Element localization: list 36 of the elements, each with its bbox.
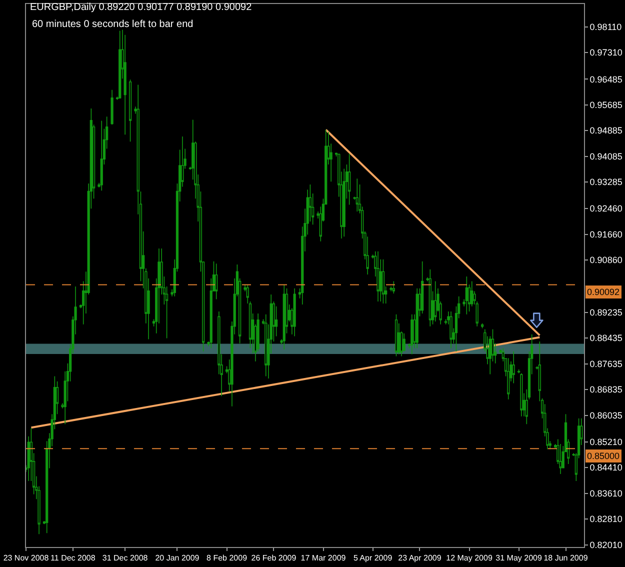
x-tick-label: 11 Dec 2008 [50, 554, 96, 563]
ref-line-label: 0.85000 [587, 451, 620, 461]
y-tick-label: 0.92460 [590, 204, 622, 214]
y-tick-label: 0.96485 [590, 74, 622, 84]
y-tick-label: 0.97310 [590, 48, 622, 58]
x-tick-label: 5 Apr 2009 [353, 554, 393, 563]
x-tick-label: 31 May 2009 [496, 554, 542, 563]
x-tick-label: 12 May 2009 [446, 554, 493, 563]
x-tick-label: 23 Apr 2009 [398, 554, 442, 563]
y-tick-label: 0.93285 [590, 177, 622, 188]
y-tick-label: 0.85210 [590, 436, 622, 447]
y-tick-label: 0.95685 [590, 100, 622, 110]
y-tick-label: 0.83610 [590, 488, 622, 498]
x-tick-label: 31 Dec 2008 [102, 554, 148, 563]
y-tick-label: 0.94085 [590, 151, 622, 162]
y-tick-label: 0.87635 [590, 358, 622, 369]
y-tick-label: 0.91660 [590, 229, 622, 240]
y-tick-label: 0.94885 [590, 126, 622, 136]
text: 60 minutes 0 seconds left to bar end [32, 19, 194, 30]
x-tick-label: 18 Jun 2009 [544, 554, 588, 563]
y-tick-label: 0.86835 [590, 384, 622, 395]
y-tick-label: 0.82810 [590, 514, 622, 524]
y-tick-label: 0.84410 [590, 462, 622, 473]
x-tick-label: 23 Nov 2008 [3, 554, 50, 563]
y-tick-label: 0.90860 [590, 255, 622, 266]
x-tick-label: 17 Mar 2009 [300, 554, 346, 563]
x-tick-label: 20 Jan 2009 [155, 554, 200, 563]
chart-title: EURGBP,Daily 0.89220 0.90177 0.89190 0.90092 [30, 2, 252, 13]
y-tick-label: 0.82010 [590, 540, 622, 550]
y-tick-label: 0.89235 [590, 307, 622, 318]
y-tick-label: 0.88435 [590, 333, 622, 344]
y-tick-label: 0.98110 [590, 22, 622, 32]
x-tick-label: 8 Feb 2009 [206, 554, 248, 563]
ref-line-label: 0.90092 [587, 287, 620, 297]
y-tick-label: 0.86035 [590, 410, 622, 420]
x-tick-label: 26 Feb 2009 [251, 554, 297, 563]
